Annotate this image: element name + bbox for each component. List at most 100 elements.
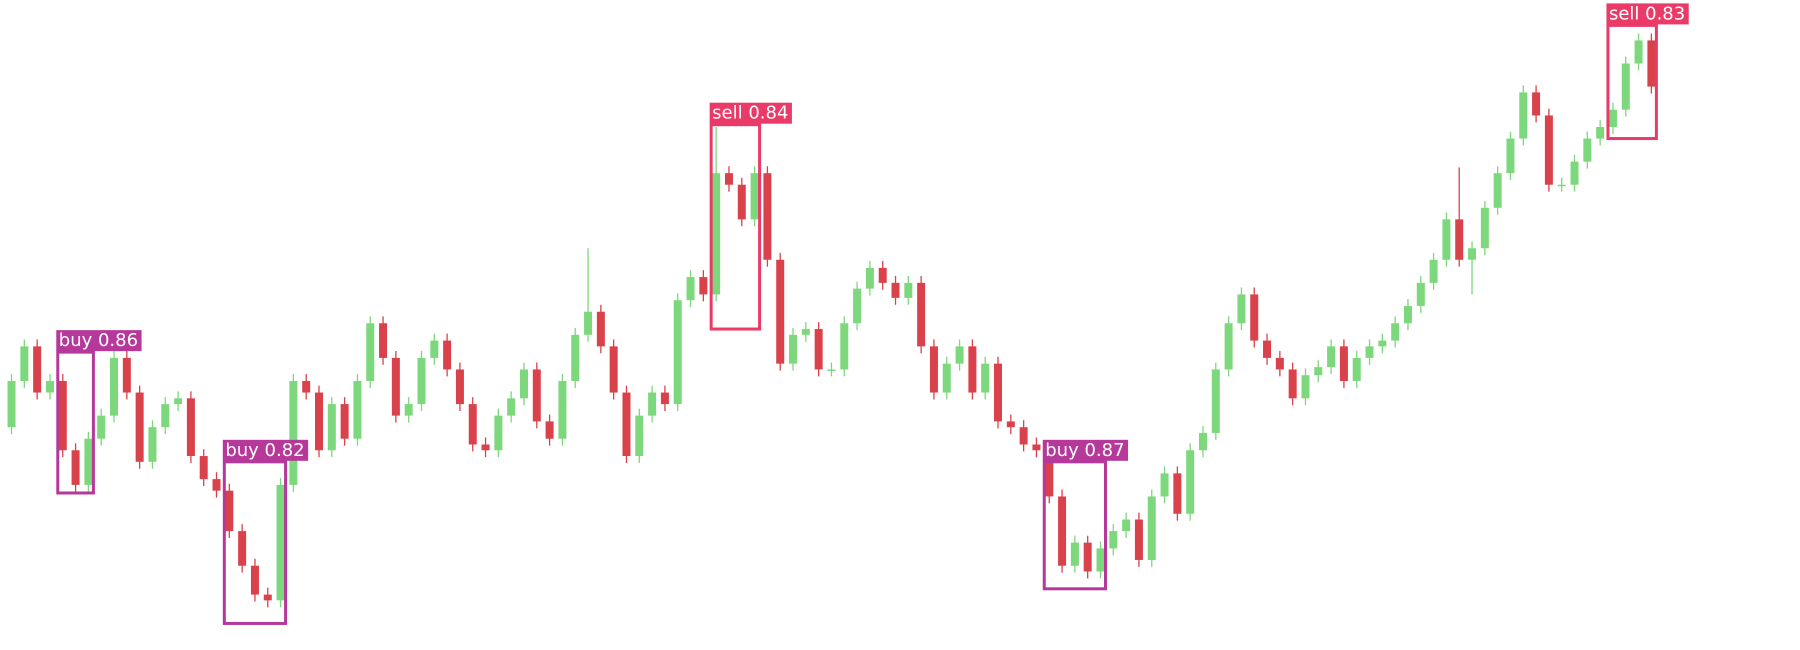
candle-body xyxy=(1275,357,1284,370)
detection-label: buy 0.86 xyxy=(59,330,138,351)
candle-body xyxy=(1608,109,1617,127)
candle-body xyxy=(1327,346,1336,368)
candle-body xyxy=(443,340,452,370)
candle-body xyxy=(1173,473,1182,514)
candle-body xyxy=(1147,496,1156,560)
detection-label-bg xyxy=(709,102,792,124)
candle-body xyxy=(635,415,644,457)
detection-box xyxy=(1042,460,1107,591)
candle-body xyxy=(840,323,849,370)
candle-body xyxy=(1006,421,1015,428)
candle-body xyxy=(1186,450,1195,514)
candle-body xyxy=(302,380,311,393)
candle-body xyxy=(186,398,195,457)
candle-body xyxy=(904,282,913,298)
candle-body xyxy=(596,311,605,347)
candle-body xyxy=(289,380,298,485)
candle-body xyxy=(1301,375,1310,399)
candle-body xyxy=(1263,340,1272,358)
candle-body xyxy=(1378,340,1387,347)
candle-body xyxy=(404,404,413,416)
candle-body xyxy=(1468,248,1477,260)
candle-body xyxy=(1570,161,1579,185)
candle-body xyxy=(1429,259,1438,283)
detection: sell 0.84 xyxy=(709,102,792,331)
candle-body xyxy=(1557,184,1566,187)
candle-body xyxy=(609,346,618,393)
candle-body xyxy=(1288,369,1297,399)
candle-body xyxy=(1596,126,1605,139)
candle-body xyxy=(250,565,259,595)
detection-label: buy 0.82 xyxy=(225,440,304,461)
candle-body xyxy=(161,404,170,428)
candle-body xyxy=(558,380,567,439)
candle-body xyxy=(430,340,439,358)
detection-label: sell 0.83 xyxy=(1609,3,1685,24)
candle-body xyxy=(571,334,580,381)
candle-body xyxy=(1160,473,1169,497)
candle-body xyxy=(110,357,119,416)
detection-label-bg xyxy=(56,330,142,352)
candles xyxy=(7,33,1656,608)
candle-body xyxy=(1532,92,1541,116)
candle-body xyxy=(724,173,733,185)
candle-body xyxy=(468,404,477,445)
candle-body xyxy=(865,267,874,289)
detection: buy 0.87 xyxy=(1042,439,1129,591)
candle-body xyxy=(1019,427,1028,445)
candle-body xyxy=(1211,369,1220,433)
detection-box xyxy=(1606,23,1658,141)
candle-body xyxy=(1634,40,1643,64)
candle-body xyxy=(1583,138,1592,162)
candle-body xyxy=(942,363,951,393)
candle-body xyxy=(238,531,247,566)
candle-body xyxy=(929,346,938,393)
candle-body xyxy=(891,282,900,298)
candle-body xyxy=(71,450,80,485)
candle-body xyxy=(994,363,1003,422)
candle-body xyxy=(379,323,388,358)
detection-label: sell 0.84 xyxy=(712,103,788,124)
candle-body xyxy=(212,479,221,491)
candle-body xyxy=(327,404,336,451)
candle-body xyxy=(1416,282,1425,306)
candle-body xyxy=(853,288,862,324)
candle-body xyxy=(507,398,516,416)
detection: buy 0.86 xyxy=(56,330,142,495)
candle-body xyxy=(814,329,823,370)
candle-body xyxy=(340,404,349,439)
candle-body xyxy=(276,484,285,601)
candle-body xyxy=(686,277,695,301)
candle-body xyxy=(1045,450,1054,497)
detection-label-bg xyxy=(1606,3,1689,25)
candle-body xyxy=(1442,219,1451,260)
candle-body xyxy=(712,173,721,295)
candle-body xyxy=(648,392,657,416)
candle-body xyxy=(7,380,16,428)
candle-body xyxy=(1391,323,1400,341)
candle-body xyxy=(1070,542,1079,566)
candle-body xyxy=(45,380,54,393)
candle-body xyxy=(584,311,593,335)
candle-body xyxy=(1058,496,1067,566)
candle-body xyxy=(1032,444,1041,451)
candle-body xyxy=(1237,294,1246,324)
candle-body xyxy=(968,346,977,393)
candle-body xyxy=(1250,294,1259,341)
candle-body xyxy=(148,427,157,462)
candle-body xyxy=(263,594,272,601)
detection-box xyxy=(56,350,95,495)
candle-body xyxy=(1083,542,1092,572)
candle-body xyxy=(737,184,746,220)
candle-body xyxy=(1519,92,1528,139)
candle-body xyxy=(417,357,426,405)
candle-body xyxy=(174,398,183,405)
candle-body xyxy=(225,490,234,532)
candle-body xyxy=(366,323,375,381)
candle-body xyxy=(481,444,490,451)
candle-body xyxy=(1647,40,1656,87)
candle-body xyxy=(878,267,887,283)
candle-body xyxy=(776,259,785,364)
detection-label-bg xyxy=(222,439,309,461)
